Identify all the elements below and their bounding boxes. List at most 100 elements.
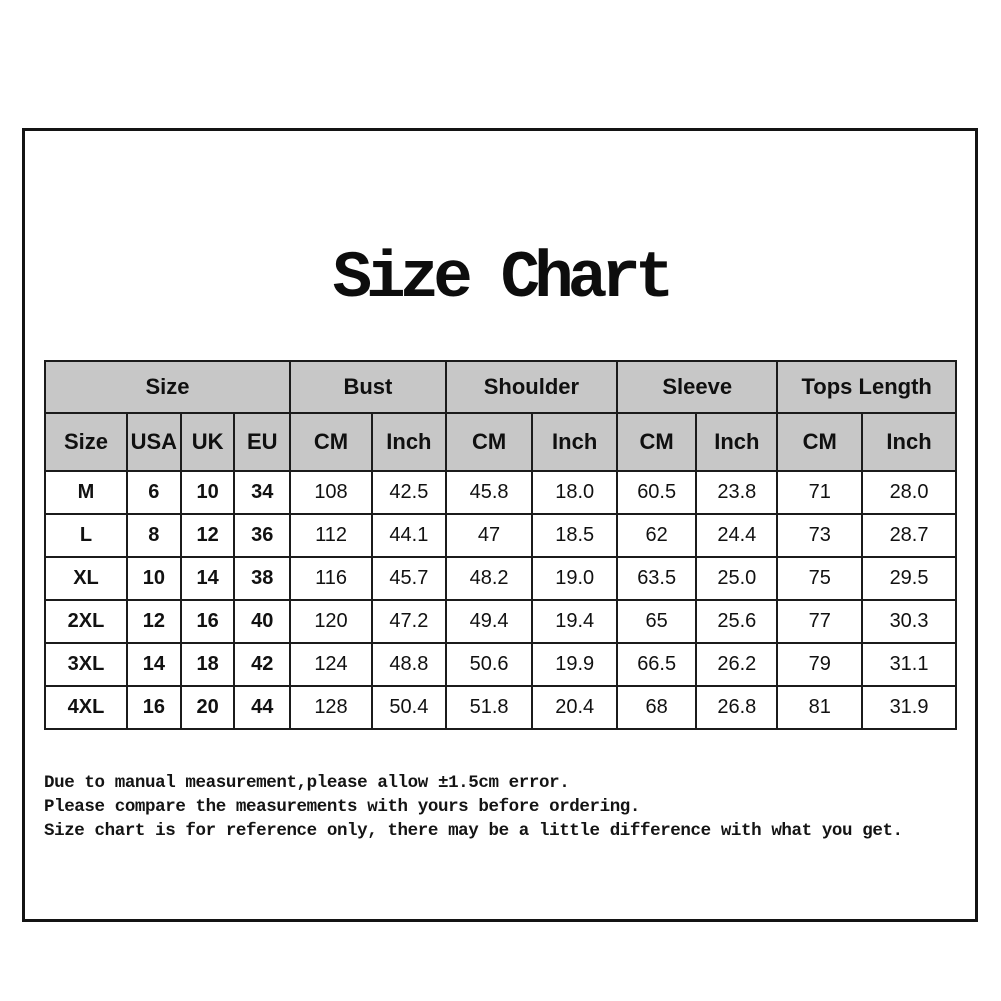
- measurement-notes: Due to manual measurement,please allow ±…: [44, 771, 903, 843]
- table-cell: 28.7: [861, 513, 957, 558]
- table-cell: 48.8: [371, 642, 447, 687]
- column-header-3-eu: EU: [233, 412, 292, 472]
- table-cell: 29.5: [861, 556, 957, 601]
- table-cell: 68: [616, 685, 698, 730]
- size-label-cell: L: [44, 513, 128, 558]
- size-label-cell: M: [44, 470, 128, 515]
- table-row-xl: XL 10 14 38 116 45.7 48.2 19.0 63.5 25.0 75 29.5: [44, 556, 957, 601]
- size-label-cell: 2XL: [44, 599, 128, 644]
- table-cell: 19.4: [531, 599, 619, 644]
- table-cell: 47: [444, 513, 534, 558]
- note-line: Size chart is for reference only, there …: [44, 821, 903, 841]
- table-cell: 10: [179, 470, 236, 515]
- table-cell: 28.0: [861, 470, 957, 515]
- column-group-sleeve: Sleeve: [616, 360, 779, 414]
- table-cell: 63.5: [616, 556, 698, 601]
- table-cell: 30.3: [861, 599, 957, 644]
- table-cell: 51.8: [444, 685, 534, 730]
- table-cell: 81: [776, 685, 864, 730]
- table-cell: 49.4: [444, 599, 534, 644]
- column-header-4-cm: CM: [289, 412, 373, 472]
- table-cell: 128: [289, 685, 373, 730]
- table-cell: 18: [179, 642, 236, 687]
- table-cell: 8: [125, 513, 182, 558]
- table-cell: 120: [289, 599, 373, 644]
- table-row-4xl: 4XL 16 20 44 128 50.4 51.8 20.4 68 26.8 81 31.9: [44, 685, 957, 730]
- size-label-cell: XL: [44, 556, 128, 601]
- table-cell: 45.7: [371, 556, 447, 601]
- table-cell: 75: [776, 556, 864, 601]
- table-cell: 112: [289, 513, 373, 558]
- size-table: Size Bust Shoulder Sleeve Tops Length Size USA…: [43, 360, 957, 730]
- column-header-row: Size USA UK EU CM Inch CM Inch CM Inch CM Inch: [44, 412, 957, 472]
- column-group-bust: Bust: [289, 360, 447, 414]
- table-cell: 108: [289, 470, 373, 515]
- table-cell: 44: [233, 685, 292, 730]
- table-cell: 31.9: [861, 685, 957, 730]
- column-group-row: Size Bust Shoulder Sleeve Tops Length: [43, 360, 957, 414]
- table-cell: 18.5: [531, 513, 619, 558]
- table-cell: 66.5: [616, 642, 698, 687]
- table-cell: 36: [233, 513, 292, 558]
- table-cell: 116: [289, 556, 373, 601]
- table-cell: 79: [776, 642, 864, 687]
- size-label-cell: 4XL: [44, 685, 128, 730]
- table-cell: 16: [179, 599, 236, 644]
- table-cell: 24.4: [695, 513, 779, 558]
- table-cell: 62: [616, 513, 698, 558]
- table-cell: 23.8: [695, 470, 779, 515]
- column-header-0-size: Size: [44, 412, 128, 472]
- table-cell: 124: [289, 642, 373, 687]
- column-header-8-cm: CM: [616, 412, 698, 472]
- table-cell: 48.2: [444, 556, 534, 601]
- table-cell: 71: [776, 470, 864, 515]
- table-row-3xl: 3XL 14 18 42 124 48.8 50.6 19.9 66.5 26.2 79 31.1: [44, 642, 957, 687]
- table-cell: 38: [233, 556, 292, 601]
- table-cell: 34: [233, 470, 292, 515]
- column-header-9-inch: Inch: [695, 412, 779, 472]
- column-header-11-inch: Inch: [861, 412, 957, 472]
- table-cell: 12: [125, 599, 182, 644]
- table-cell: 25.0: [695, 556, 779, 601]
- note-line: Due to manual measurement,please allow ±…: [44, 773, 570, 793]
- table-cell: 45.8: [444, 470, 534, 515]
- table-cell: 14: [179, 556, 236, 601]
- table-cell: 12: [179, 513, 236, 558]
- table-cell: 10: [125, 556, 182, 601]
- table-cell: 47.2: [371, 599, 447, 644]
- table-cell: 26.8: [695, 685, 779, 730]
- table-cell: 19.9: [531, 642, 619, 687]
- table-cell: 20: [179, 685, 236, 730]
- column-group-tops-length: Tops Length: [776, 360, 957, 414]
- note-line: Please compare the measurements with you…: [44, 797, 641, 817]
- table-cell: 31.1: [861, 642, 957, 687]
- table-cell: 6: [125, 470, 182, 515]
- table-cell: 42: [233, 642, 292, 687]
- table-cell: 50.6: [444, 642, 534, 687]
- table-cell: 60.5: [616, 470, 698, 515]
- table-cell: 65: [616, 599, 698, 644]
- column-group-shoulder: Shoulder: [444, 360, 619, 414]
- column-header-10-cm: CM: [776, 412, 864, 472]
- table-row-l: L 8 12 36 112 44.1 47 18.5 62 24.4 73 28.7: [44, 513, 957, 558]
- size-label-cell: 3XL: [44, 642, 128, 687]
- table-cell: 26.2: [695, 642, 779, 687]
- column-header-2-uk: UK: [179, 412, 236, 472]
- page-title: Size Chart: [332, 241, 674, 316]
- table-cell: 40: [233, 599, 292, 644]
- table-cell: 50.4: [371, 685, 447, 730]
- table-cell: 25.6: [695, 599, 779, 644]
- table-cell: 73: [776, 513, 864, 558]
- table-cell: 18.0: [531, 470, 619, 515]
- column-header-5-inch: Inch: [371, 412, 447, 472]
- table-row-m: M 6 10 34 108 42.5 45.8 18.0 60.5 23.8 71 28.0: [44, 470, 957, 515]
- table-cell: 16: [125, 685, 182, 730]
- table-cell: 44.1: [371, 513, 447, 558]
- table-cell: 77: [776, 599, 864, 644]
- column-header-1-usa: USA: [125, 412, 182, 472]
- table-cell: 20.4: [531, 685, 619, 730]
- column-group-size: Size: [43, 360, 292, 414]
- column-header-7-inch: Inch: [531, 412, 619, 472]
- table-cell: 19.0: [531, 556, 619, 601]
